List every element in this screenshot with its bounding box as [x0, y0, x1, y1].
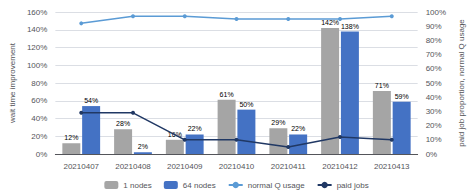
svg-text:80%: 80% — [31, 79, 47, 88]
svg-text:20210409: 20210409 — [167, 162, 203, 171]
svg-text:20210407: 20210407 — [63, 162, 99, 171]
svg-text:20210413: 20210413 — [374, 162, 410, 171]
svg-text:140%: 140% — [27, 25, 47, 34]
svg-text:70%: 70% — [426, 50, 442, 59]
svg-text:22%: 22% — [188, 125, 202, 132]
svg-text:60%: 60% — [31, 96, 47, 105]
svg-text:20210410: 20210410 — [219, 162, 255, 171]
svg-text:29%: 29% — [271, 119, 285, 126]
svg-text:16%: 16% — [167, 130, 182, 138]
svg-text:80%: 80% — [426, 36, 442, 45]
svg-text:0%: 0% — [426, 150, 438, 159]
svg-text:paid jobs: paid jobs — [337, 181, 369, 190]
svg-text:28%: 28% — [116, 120, 130, 127]
svg-text:30%: 30% — [426, 107, 442, 116]
svg-text:50%: 50% — [239, 101, 253, 108]
svg-text:50%: 50% — [426, 79, 442, 88]
svg-text:120%: 120% — [27, 43, 47, 52]
svg-text:142%: 142% — [321, 19, 339, 26]
svg-text:61%: 61% — [220, 91, 234, 98]
svg-text:2%: 2% — [138, 143, 148, 150]
svg-text:20%: 20% — [31, 132, 47, 141]
svg-text:20210408: 20210408 — [115, 162, 151, 171]
svg-text:20210411: 20210411 — [271, 162, 307, 171]
svg-text:0%: 0% — [36, 150, 48, 159]
svg-text:10%: 10% — [426, 135, 442, 144]
svg-text:100%: 100% — [426, 8, 446, 17]
svg-text:59%: 59% — [395, 93, 409, 100]
svg-text:paid job proportion, normal Q: paid job proportion, normal Q usage — [457, 19, 466, 147]
svg-text:22%: 22% — [291, 125, 305, 132]
svg-text:normal Q usage: normal Q usage — [248, 181, 305, 190]
svg-text:40%: 40% — [426, 93, 442, 102]
svg-text:64 nodes: 64 nodes — [183, 181, 216, 190]
svg-text:12%: 12% — [64, 134, 78, 141]
svg-text:1 nodes: 1 nodes — [123, 181, 151, 190]
svg-text:40%: 40% — [31, 114, 47, 123]
svg-text:54%: 54% — [84, 97, 98, 104]
svg-text:100%: 100% — [27, 61, 47, 70]
svg-text:20210412: 20210412 — [322, 162, 358, 171]
svg-text:90%: 90% — [426, 22, 442, 31]
svg-text:20%: 20% — [426, 121, 442, 130]
svg-text:160%: 160% — [27, 8, 47, 17]
svg-text:138%: 138% — [341, 23, 359, 30]
svg-text:wait time improvement: wait time improvement — [8, 42, 17, 124]
svg-text:60%: 60% — [426, 64, 442, 73]
svg-text:71%: 71% — [375, 82, 389, 89]
